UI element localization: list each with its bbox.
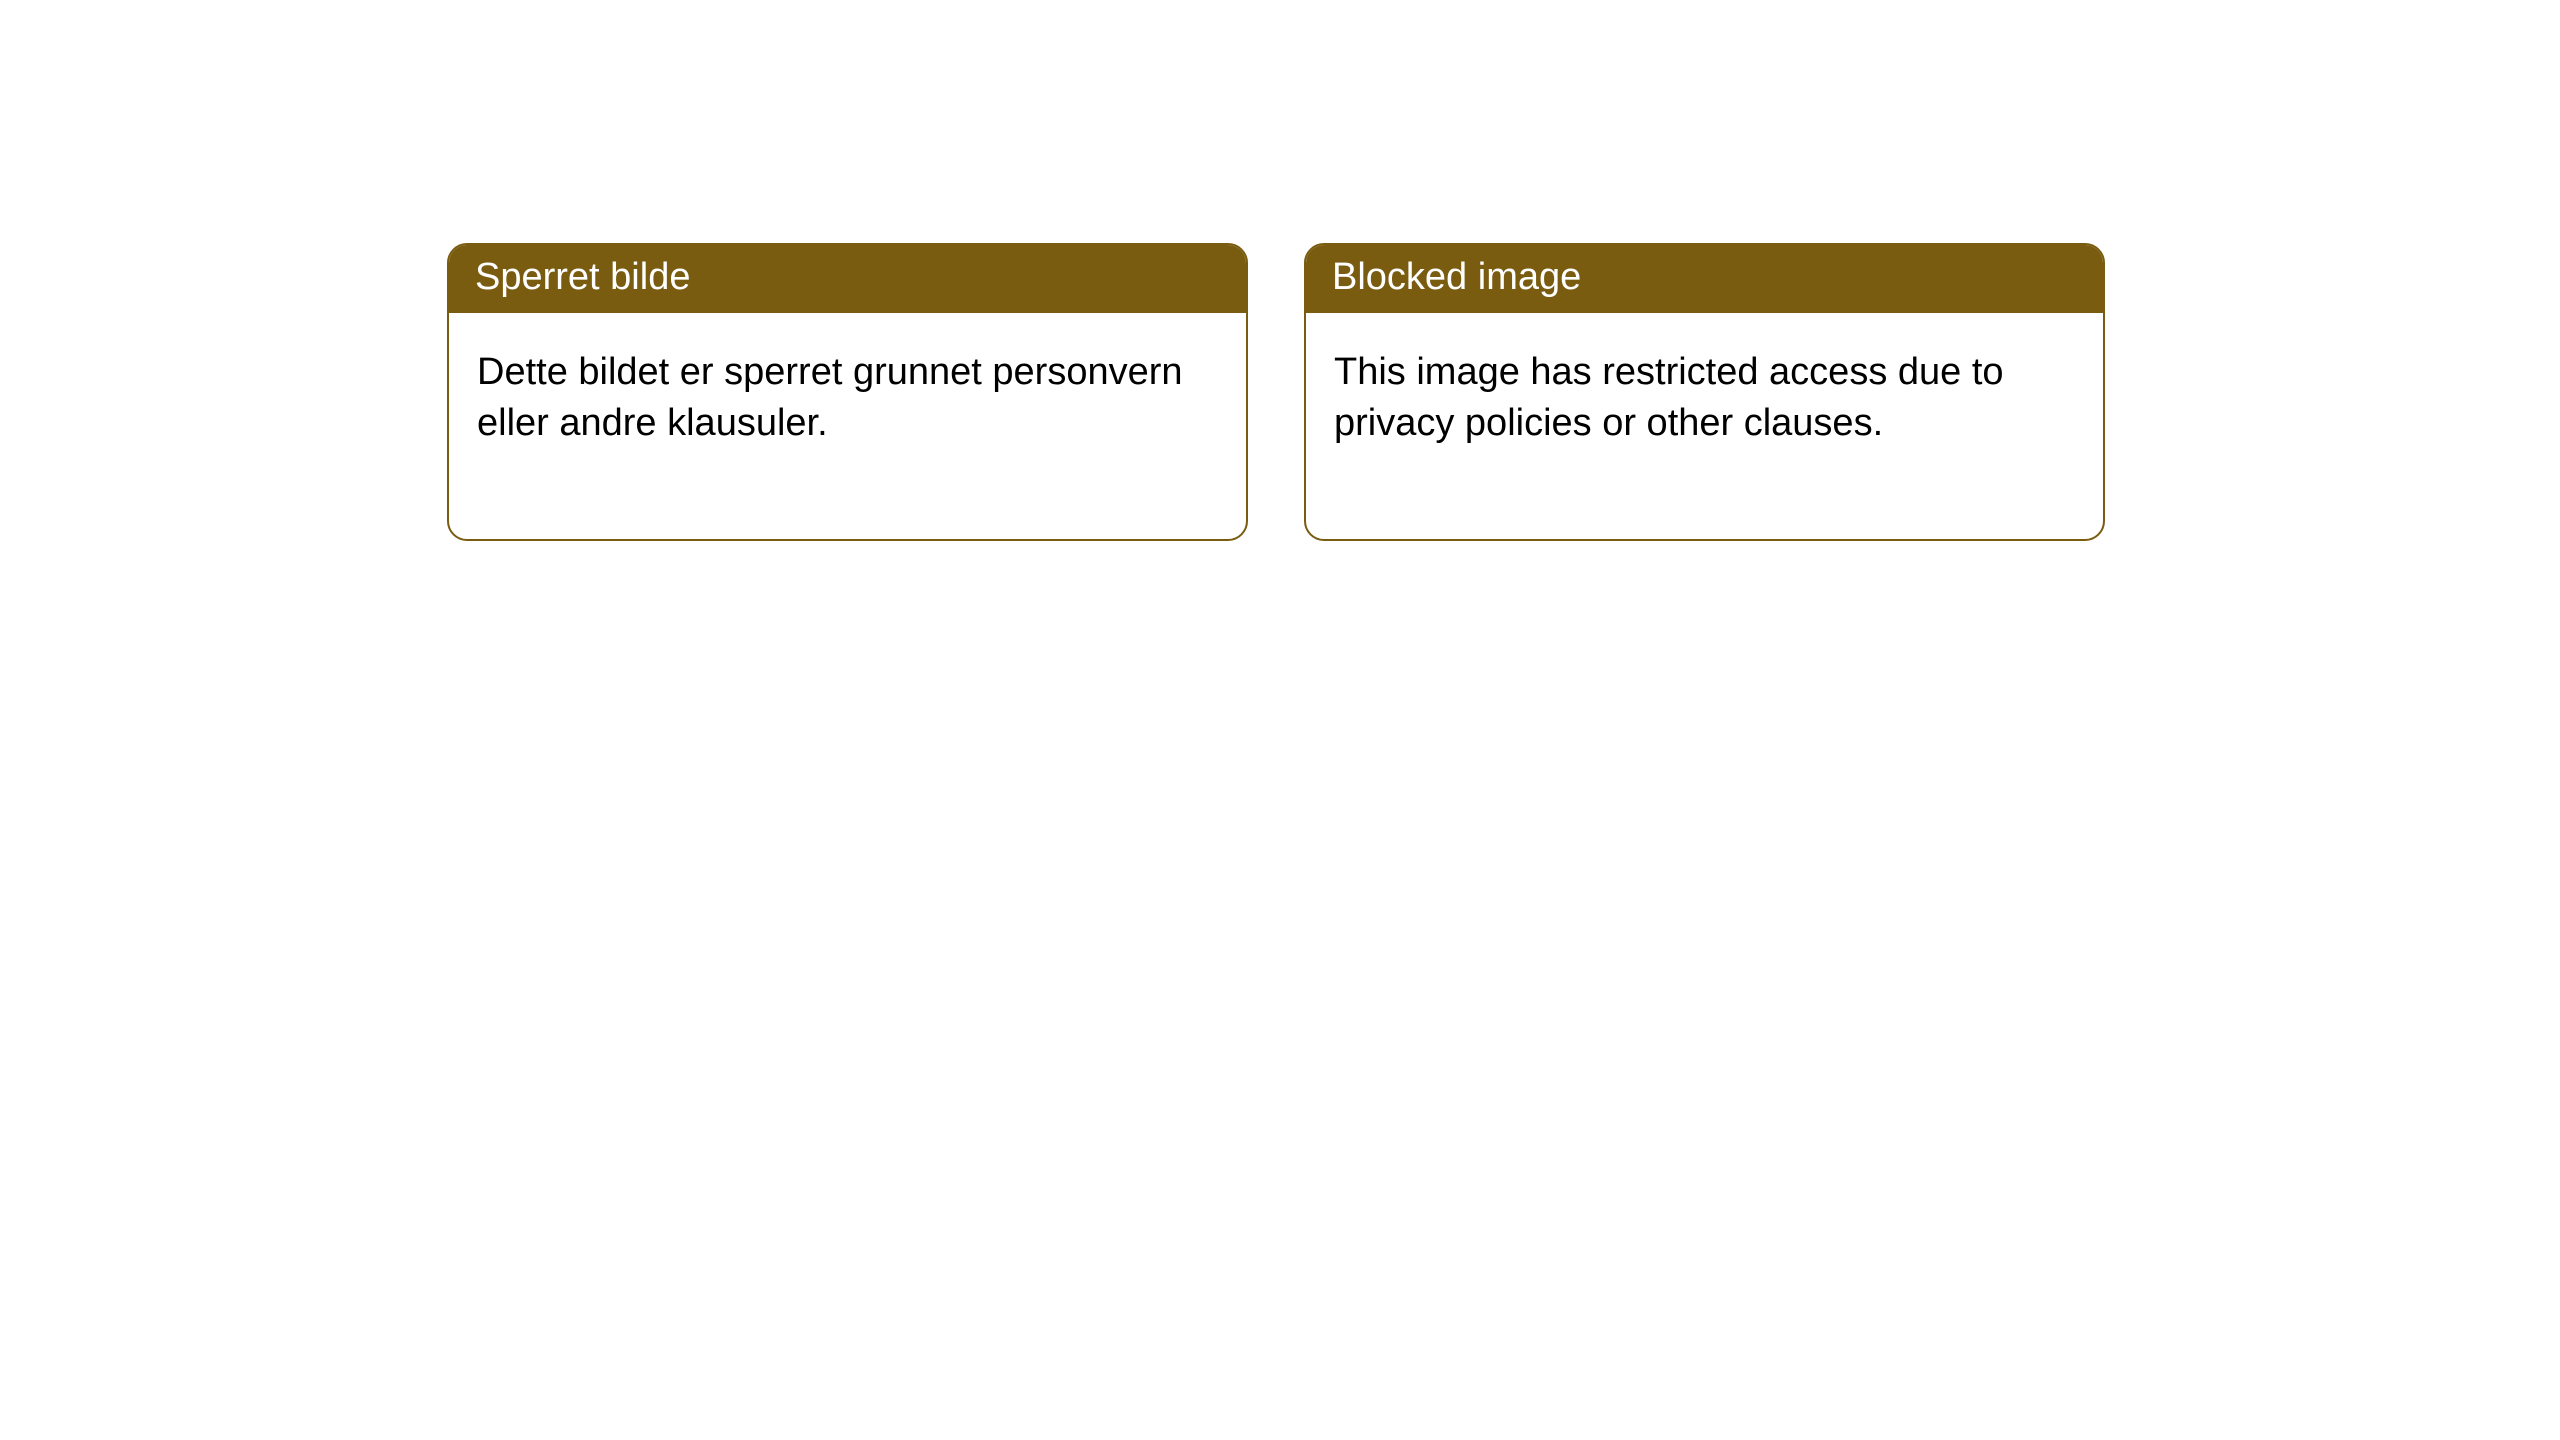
notice-body-norwegian: Dette bildet er sperret grunnet personve… [449, 313, 1246, 540]
notice-body-english: This image has restricted access due to … [1306, 313, 2103, 540]
notice-box-norwegian: Sperret bilde Dette bildet er sperret gr… [447, 243, 1248, 541]
notice-box-english: Blocked image This image has restricted … [1304, 243, 2105, 541]
notice-container: Sperret bilde Dette bildet er sperret gr… [0, 0, 2560, 541]
notice-title-english: Blocked image [1306, 245, 2103, 313]
notice-title-norwegian: Sperret bilde [449, 245, 1246, 313]
